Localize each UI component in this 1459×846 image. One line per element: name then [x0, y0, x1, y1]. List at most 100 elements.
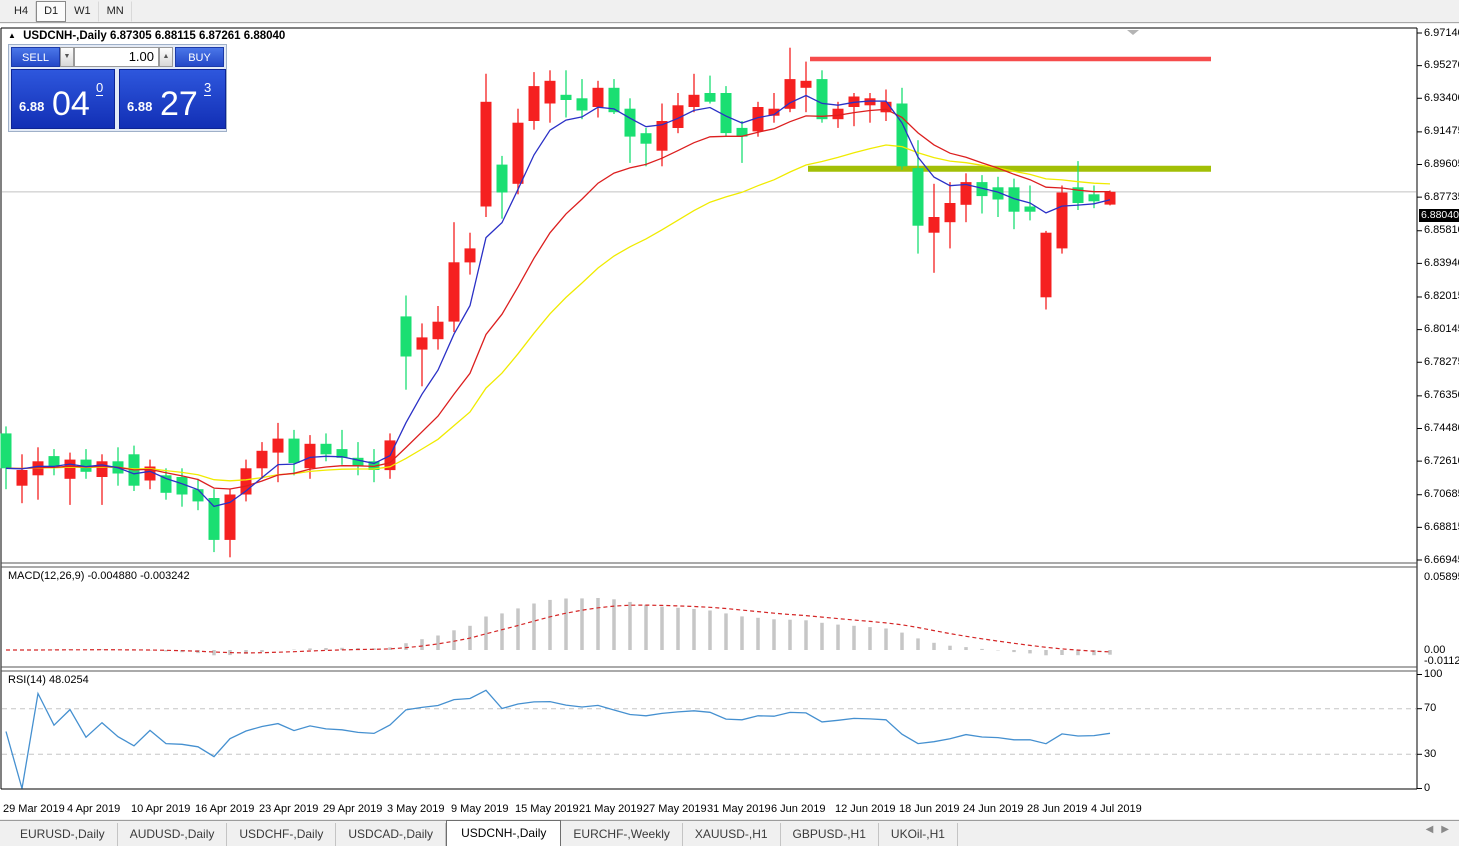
- candle: [896, 103, 908, 167]
- price-scale-label: 6.78275: [1424, 355, 1459, 368]
- candle: [80, 459, 92, 472]
- buy-price-base: 6.88: [127, 99, 153, 114]
- candle: [912, 168, 924, 226]
- candle: [1008, 187, 1020, 212]
- candle: [624, 108, 636, 137]
- candle: [816, 79, 828, 120]
- candle: [704, 93, 716, 102]
- ma-fast-line: [5, 94, 1111, 508]
- candle: [448, 262, 460, 322]
- ohlc-high: 6.88115: [154, 30, 196, 42]
- timeframe-toolbar: H4 D1 W1 MN: [0, 0, 1459, 23]
- timeframe-button-w1[interactable]: W1: [66, 0, 99, 22]
- date-label: 15 May 2019: [515, 803, 579, 815]
- price-scale-label: 6.91475: [1424, 125, 1459, 138]
- timeframe-button-d1[interactable]: D1: [36, 0, 67, 22]
- candle: [752, 107, 764, 132]
- ma-slow-line: [5, 144, 1111, 482]
- candle: [48, 456, 60, 467]
- candle: [480, 101, 492, 207]
- sell-price-big: 04: [52, 85, 90, 123]
- volume-down-button[interactable]: ▼: [60, 47, 74, 67]
- candle: [592, 87, 604, 107]
- candle: [1104, 191, 1116, 205]
- volume-up-button[interactable]: ▲: [159, 47, 173, 67]
- candle: [832, 108, 844, 120]
- volume-input[interactable]: 1.00: [74, 47, 159, 67]
- date-label: 16 Apr 2019: [195, 803, 255, 815]
- chart-tab-xauusdh1[interactable]: XAUUSD-,H1: [683, 823, 781, 846]
- candle: [576, 98, 588, 111]
- sell-button[interactable]: SELL: [11, 47, 60, 67]
- chart-tab-eurchfweekly[interactable]: EURCHF-,Weekly: [561, 823, 683, 846]
- macd-scale-label: 0.058954: [1424, 571, 1459, 583]
- buy-button[interactable]: BUY: [175, 47, 224, 67]
- chart-tab-eurusddaily[interactable]: EURUSD-,Daily: [8, 823, 118, 846]
- date-label: 27 May 2019: [643, 803, 707, 815]
- price-scale-label: 6.97140: [1424, 26, 1459, 39]
- candle: [144, 466, 156, 481]
- candle: [352, 457, 364, 467]
- chart-tab-usdcnhdaily[interactable]: USDCNH-,Daily: [446, 820, 562, 846]
- date-label: 28 Jun 2019: [1027, 803, 1088, 815]
- date-label: 12 Jun 2019: [835, 803, 896, 815]
- sell-price-tile[interactable]: 6.88 04 0: [11, 69, 115, 129]
- collapse-triangle-icon[interactable]: ▲: [8, 31, 16, 40]
- chart-tab-usdchfdaily[interactable]: USDCHF-,Daily: [227, 823, 337, 846]
- candle: [304, 443, 316, 469]
- rsi-scale-label: 100: [1424, 668, 1443, 680]
- buy-price-big: 27: [160, 85, 198, 123]
- timeframe-button-h4[interactable]: H4: [6, 0, 37, 22]
- date-label: 10 Apr 2019: [131, 803, 191, 815]
- candle: [0, 433, 12, 469]
- candle: [560, 94, 572, 100]
- date-label: 4 Apr 2019: [67, 803, 121, 815]
- chart-tab-audusddaily[interactable]: AUDUSD-,Daily: [118, 823, 228, 846]
- macd-scale-label: 0.00: [1424, 644, 1446, 656]
- chart-tab-ukoilh1[interactable]: UKOil-,H1: [879, 823, 958, 846]
- candle: [992, 187, 1004, 200]
- chart-tab-gbpusdh1[interactable]: GBPUSD-,H1: [781, 823, 879, 846]
- candle: [496, 164, 508, 193]
- chart-canvas[interactable]: [0, 24, 1459, 819]
- candle: [256, 450, 268, 469]
- candle: [432, 321, 444, 340]
- price-scale-label: 6.89605: [1424, 158, 1459, 170]
- chart-tab-usdcaddaily[interactable]: USDCAD-,Daily: [336, 823, 447, 846]
- macd-signal-line: [6, 604, 1111, 654]
- ohlc-open: 6.87305: [110, 30, 152, 42]
- chart-symbol: USDCNH-,Daily: [23, 30, 107, 42]
- rsi-scale-label: 0: [1424, 782, 1431, 794]
- buy-price-tile[interactable]: 6.88 27 3: [119, 69, 226, 129]
- ohlc-close: 6.88040: [243, 30, 286, 42]
- rsi-scale-label: 70: [1424, 702, 1437, 715]
- candle: [288, 438, 300, 463]
- candle: [1072, 187, 1084, 203]
- candle: [1024, 206, 1036, 212]
- candle: [64, 459, 76, 479]
- candle: [464, 248, 476, 263]
- date-label: 18 Jun 2019: [899, 803, 960, 815]
- price-scale-label: 6.95270: [1424, 59, 1459, 72]
- ma-mid-line: [5, 108, 1110, 490]
- date-label: 3 May 2019: [387, 803, 445, 815]
- candle: [208, 498, 220, 540]
- candle: [272, 438, 284, 453]
- candle: [96, 461, 108, 477]
- timeframe-button-mn[interactable]: MN: [99, 0, 132, 22]
- candle: [336, 449, 348, 458]
- candle: [192, 489, 204, 502]
- tab-scroll-arrows[interactable]: ◀▶: [1425, 824, 1457, 835]
- price-scale-label: 6.93400: [1424, 91, 1459, 104]
- candle: [368, 461, 380, 470]
- candle: [160, 475, 172, 493]
- sell-price-sup: 0: [96, 80, 104, 96]
- candle: [224, 494, 236, 540]
- ohlc-low: 6.87261: [198, 30, 241, 42]
- date-label: 9 May 2019: [451, 803, 509, 815]
- price-scale-label: 6.68815: [1424, 520, 1459, 533]
- date-label: 6 Jun 2019: [771, 803, 826, 815]
- date-label: 29 Apr 2019: [323, 803, 383, 815]
- price-scale-label: 6.85810: [1424, 224, 1459, 237]
